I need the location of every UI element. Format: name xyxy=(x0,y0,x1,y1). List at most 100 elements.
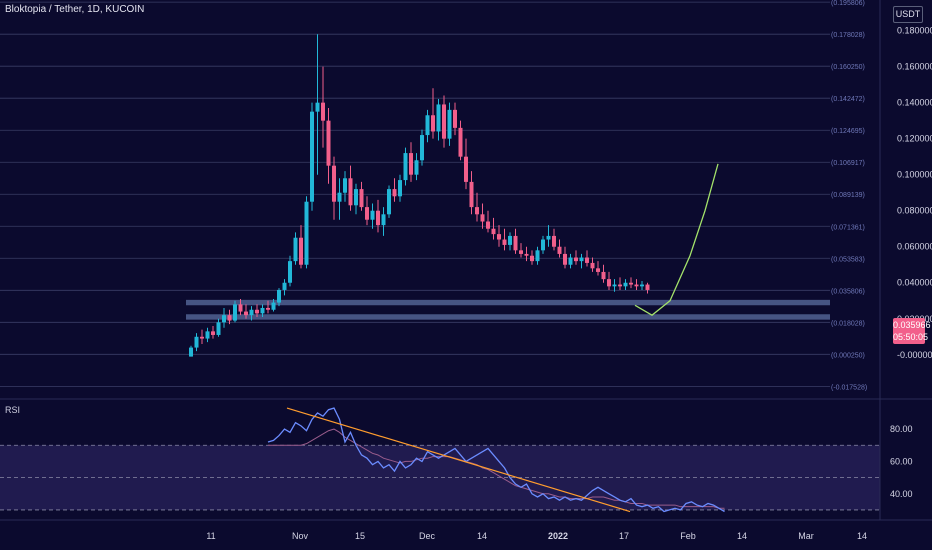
candle-body xyxy=(398,180,402,197)
fib-level-label: (0.178028) xyxy=(831,32,865,39)
time-tick-label: 2022 xyxy=(548,531,568,541)
candle-body xyxy=(486,221,490,229)
candle-body xyxy=(211,331,215,335)
candle-body xyxy=(409,153,413,175)
candle-body xyxy=(568,257,573,265)
candle-body xyxy=(480,214,485,222)
currency-badge[interactable]: USDT xyxy=(893,6,923,23)
candle-body xyxy=(376,210,380,226)
candle-body xyxy=(200,336,204,339)
time-tick-label: 14 xyxy=(737,531,747,541)
candle-body xyxy=(502,239,507,245)
rsi-label: RSI xyxy=(5,405,21,415)
candle-body xyxy=(601,271,606,280)
time-tick-label: Feb xyxy=(680,531,696,541)
candle-body xyxy=(244,311,248,316)
candle-body xyxy=(222,315,226,323)
candle-body xyxy=(640,284,644,287)
candle-body xyxy=(205,331,210,339)
candle-body xyxy=(414,160,419,175)
candle-body xyxy=(387,189,391,215)
fib-level-label: (0.160250) xyxy=(831,64,865,71)
candle-body xyxy=(266,307,270,310)
time-tick-label: 14 xyxy=(477,531,487,541)
candle-body xyxy=(469,181,474,208)
candle-body xyxy=(497,234,501,240)
rsi-tick-label: 60.00 xyxy=(890,456,913,466)
candle-body xyxy=(189,347,193,357)
candle-body xyxy=(623,282,628,287)
bar-countdown: 05:50:05 xyxy=(893,332,929,342)
price-tick-label: 0.080000 xyxy=(897,206,932,216)
candle-body xyxy=(337,192,342,202)
candle-body xyxy=(585,257,589,263)
rsi-line xyxy=(267,407,725,513)
candle-body xyxy=(304,201,309,265)
candle-body xyxy=(288,261,292,283)
candle-body xyxy=(519,250,523,254)
candle-body xyxy=(546,235,551,240)
candle-body xyxy=(475,207,479,215)
candle-body xyxy=(541,239,545,251)
candle-body xyxy=(392,189,397,197)
candle-body xyxy=(563,253,567,265)
rsi-tick-label: 80.00 xyxy=(890,424,913,434)
fib-level-label: (-0.017528) xyxy=(831,384,867,391)
price-tick-label: 0.040000 xyxy=(897,278,932,288)
candle-body xyxy=(453,109,457,128)
candle-body xyxy=(227,315,232,321)
time-tick-label: 17 xyxy=(619,531,629,541)
candle-body xyxy=(403,153,408,181)
candle-body xyxy=(645,284,650,290)
candle-body xyxy=(370,210,375,220)
candle-body xyxy=(442,104,446,139)
time-tick-label: Mar xyxy=(798,531,814,541)
support-zone xyxy=(186,314,830,320)
fib-level-label: (0.053583) xyxy=(831,256,865,263)
candle-body xyxy=(233,304,237,321)
candle-body xyxy=(618,284,622,287)
candle-body xyxy=(596,268,600,272)
candle-body xyxy=(557,246,562,254)
candle-body xyxy=(299,237,303,265)
candle-body xyxy=(271,302,276,310)
candle-body xyxy=(574,257,578,262)
candle-body xyxy=(381,214,386,226)
candle-body xyxy=(431,115,435,132)
fib-level-label: (0.000250) xyxy=(831,352,865,359)
price-tick-label: 0.160000 xyxy=(897,62,932,72)
candle-body xyxy=(255,309,259,314)
fib-level-label: (0.142472) xyxy=(831,96,865,103)
fib-level-label: (0.035806) xyxy=(831,288,865,295)
candle-body xyxy=(282,282,287,290)
time-tick-label: Nov xyxy=(292,531,309,541)
fib-level-label: (0.071361) xyxy=(831,224,865,231)
candle-body xyxy=(530,255,534,262)
candle-body xyxy=(354,189,358,206)
candle-body xyxy=(464,156,468,182)
candle-body xyxy=(491,228,496,235)
projection-curve xyxy=(634,163,719,316)
price-tick-label: 0.180000 xyxy=(897,26,932,36)
time-tick-label: 14 xyxy=(857,531,867,541)
fib-level-label: (0.089139) xyxy=(831,192,865,199)
candle-body xyxy=(513,235,518,251)
candle-body xyxy=(612,284,617,287)
current-price-tag: 0.035966 05:50:05 xyxy=(893,318,931,344)
chart-title: Bloktopia / Tether, 1D, KUCOIN xyxy=(5,4,145,15)
current-price-value: 0.035966 xyxy=(893,320,931,330)
price-tick-label: 0.100000 xyxy=(897,170,932,180)
candle-body xyxy=(579,257,584,262)
price-tick-label: 0.060000 xyxy=(897,242,932,252)
candle-body xyxy=(194,336,199,348)
candle-body xyxy=(552,235,556,247)
candle-body xyxy=(277,289,281,303)
candle-body xyxy=(293,237,298,262)
candle-body xyxy=(249,309,254,316)
candle-body xyxy=(535,250,540,262)
candle-body xyxy=(238,304,243,312)
candle-body xyxy=(420,135,424,161)
price-tick-label: 0.140000 xyxy=(897,98,932,108)
candle-body xyxy=(425,115,430,136)
